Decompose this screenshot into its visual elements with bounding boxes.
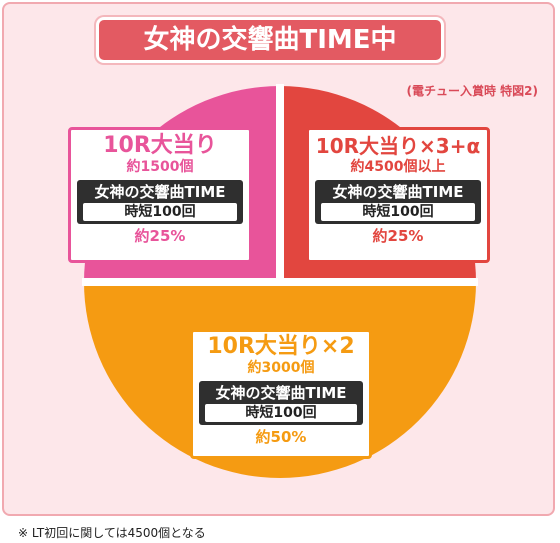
segment-rate: 約25% — [372, 227, 424, 245]
mode-box: 女神の交響曲TIME 時短100回 — [315, 180, 481, 224]
mode-name: 女神の交響曲TIME — [94, 183, 226, 201]
footnote: ※ LT初回に関しては4500個となる — [18, 526, 206, 540]
segment-title: 10R大当り — [103, 133, 217, 158]
segment-rate: 約25% — [134, 227, 186, 245]
jitan-count: 時短100回 — [205, 404, 357, 422]
segment-label-pink: 10R大当り 約1500個 女神の交響曲TIME 時短100回 約25% — [68, 127, 252, 263]
page-title: 女神の交響曲TIME中 — [96, 17, 444, 63]
jitan-count: 時短100回 — [321, 203, 475, 221]
segment-label-orange: 10R大当り×2 約3000個 女神の交響曲TIME 時短100回 約50% — [190, 329, 372, 459]
segment-amount: 約1500個 — [126, 159, 194, 175]
segment-amount: 約4500個以上 — [350, 159, 446, 175]
mode-name: 女神の交響曲TIME — [215, 384, 347, 402]
segment-amount: 約3000個 — [247, 360, 315, 376]
caption-note: (電チュー入賞時 特図2) — [406, 84, 539, 98]
segment-label-red: 10R大当り×3+α 約4500個以上 女神の交響曲TIME 時短100回 約2… — [306, 127, 490, 263]
mode-box: 女神の交響曲TIME 時短100回 — [199, 381, 363, 425]
mode-name: 女神の交響曲TIME — [332, 183, 464, 201]
jitan-count: 時短100回 — [83, 203, 237, 221]
segment-rate: 約50% — [255, 428, 307, 446]
mode-box: 女神の交響曲TIME 時短100回 — [77, 180, 243, 224]
segment-title: 10R大当り×3+α — [315, 134, 481, 158]
segment-title: 10R大当り×2 — [207, 334, 355, 359]
